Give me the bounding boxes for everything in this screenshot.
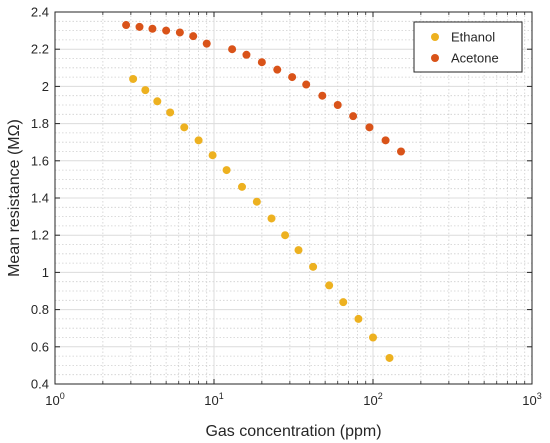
- data-point-ethanol: [369, 333, 377, 342]
- data-point-ethanol: [166, 108, 175, 117]
- y-tick-label: 1.8: [31, 116, 49, 131]
- data-point-acetone: [162, 26, 171, 35]
- y-tick-label: 2.4: [31, 5, 49, 20]
- x-tick-label-exponent: 1: [219, 391, 224, 401]
- data-point-acetone: [365, 123, 374, 132]
- data-point-ethanol: [252, 197, 261, 206]
- data-point-ethanol: [194, 136, 203, 145]
- series-ethanol: [129, 74, 394, 362]
- x-tick-label-base: 10: [204, 393, 218, 408]
- x-tick-label-exponent: 0: [60, 391, 65, 401]
- y-tick-labels: 0.4 0.6 0.8 1 1.2 1.4 1.6 1.8 2 2.2 2.4: [31, 5, 49, 392]
- data-point-ethanol: [208, 151, 217, 160]
- x-tick-label-base: 10: [522, 393, 536, 408]
- y-tick-label: 1.2: [31, 228, 49, 243]
- y-tick-label: 0.6: [31, 339, 49, 354]
- data-point-ethanol: [129, 74, 138, 83]
- legend-marker-acetone: [431, 54, 439, 62]
- data-point-acetone: [242, 50, 251, 59]
- y-tick-label: 1.6: [31, 153, 49, 168]
- y-tick-label: 0.4: [31, 377, 49, 392]
- series-acetone: [122, 21, 405, 156]
- data-point-ethanol: [354, 314, 363, 323]
- x-tick-label: 100: [45, 391, 64, 408]
- x-axis-label: Gas concentration (ppm): [205, 423, 381, 440]
- data-point-ethanol: [222, 166, 231, 175]
- data-point-acetone: [122, 21, 131, 30]
- data-point-acetone: [273, 65, 282, 74]
- x-tick-label-exponent: 3: [537, 391, 542, 401]
- y-tick-label: 1.4: [31, 191, 49, 206]
- x-tick-label-base: 10: [363, 393, 377, 408]
- data-point-ethanol: [141, 86, 150, 95]
- data-point-acetone: [189, 32, 198, 41]
- data-point-acetone: [228, 45, 237, 54]
- x-tick-label-base: 10: [45, 393, 59, 408]
- data-point-ethanol: [325, 281, 334, 290]
- data-point-acetone: [381, 136, 390, 145]
- legend: Ethanol Acetone: [413, 21, 523, 73]
- data-point-ethanol: [281, 231, 290, 240]
- x-tick-label: 102: [363, 391, 382, 408]
- data-point-ethanol: [180, 123, 189, 132]
- data-point-ethanol: [385, 353, 394, 362]
- data-point-acetone: [302, 80, 311, 89]
- x-tick-label-exponent: 2: [378, 391, 383, 401]
- x-tick-labels: 100 101 102 103: [45, 391, 541, 408]
- series-layer: [122, 21, 405, 362]
- y-tick-label: 2: [42, 79, 49, 94]
- legend-box: [413, 21, 523, 73]
- data-point-acetone: [349, 112, 358, 121]
- data-point-acetone: [396, 147, 405, 156]
- data-point-ethanol: [294, 246, 303, 255]
- data-point-ethanol: [309, 262, 318, 271]
- tick-marks: [54, 11, 533, 385]
- y-axis-label: Mean resistance (MΩ): [6, 119, 23, 277]
- data-point-acetone: [288, 73, 297, 82]
- x-tick-label: 101: [204, 391, 223, 408]
- legend-marker-ethanol: [431, 33, 439, 41]
- data-point-acetone: [333, 101, 342, 109]
- data-point-acetone: [135, 22, 144, 31]
- y-tick-label: 2.2: [31, 42, 49, 57]
- y-tick-label: 0.8: [31, 302, 49, 317]
- data-point-acetone: [202, 39, 211, 48]
- legend-label-ethanol: Ethanol: [451, 30, 495, 45]
- data-point-acetone: [257, 58, 266, 67]
- legend-label-acetone: Acetone: [451, 51, 499, 66]
- data-point-acetone: [175, 28, 184, 37]
- data-point-ethanol: [237, 182, 246, 191]
- y-tick-label: 1: [42, 265, 49, 280]
- data-point-acetone: [318, 91, 327, 100]
- data-point-acetone: [148, 24, 157, 33]
- x-tick-label: 103: [522, 391, 541, 408]
- data-point-ethanol: [267, 214, 276, 223]
- data-point-ethanol: [339, 298, 348, 307]
- data-point-ethanol: [153, 97, 162, 106]
